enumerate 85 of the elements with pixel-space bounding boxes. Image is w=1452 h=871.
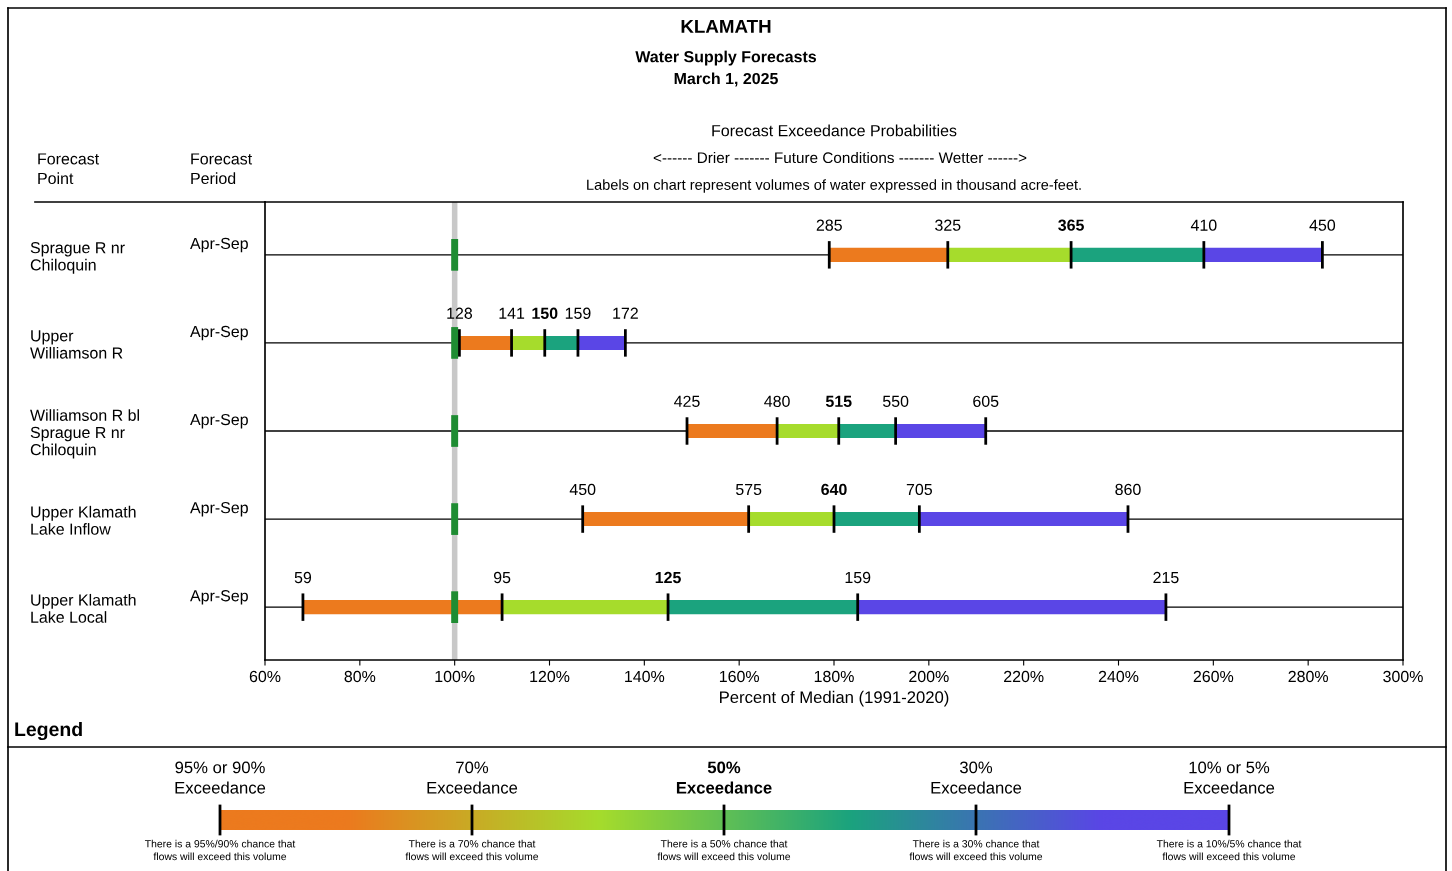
text: Apr-Sep [190,237,248,253]
annotation: 215 [1153,571,1179,584]
x-tick-label: 180% [814,670,854,683]
bar [668,600,858,615]
text: There is a 10%/5% chance that flows will exceed this volume [1156,839,1302,861]
annotation: 95 [493,571,511,584]
text: 95% or 90% Exceedance [175,761,266,794]
x-tick-label: 200% [909,670,949,683]
bar [947,247,1072,262]
bar [687,423,778,439]
annotation: 640 [821,483,847,496]
bar [511,335,545,350]
x-axis-title: Percent of Median (1991-2020) [720,690,949,707]
x-tick-label: 60% [249,670,281,683]
annotation: 860 [1115,483,1141,496]
bar [857,600,1166,615]
annotation: 550 [882,395,909,408]
text: 70% Exceedance [427,761,518,794]
text: Apr-Sep [190,590,248,605]
annotation: 172 [613,307,638,319]
bar [582,512,749,527]
annotation: 159 [845,571,871,584]
annotation: 605 [973,395,999,408]
bar [502,600,669,615]
annotation: 325 [935,219,961,231]
annotation: 705 [906,483,933,496]
text: There is a 30% chance that flows will exceed this volume [909,839,1043,861]
bar [1203,247,1323,262]
text: Forecast Exceedance Probabilities [712,124,957,137]
annotation: 141 [499,307,525,319]
annotation: 515 [825,395,852,408]
y-tick-label: Upper Williamson R [30,330,123,359]
annotation: 575 [735,483,762,496]
x-tick-label: 300% [1383,670,1423,683]
annotation: 410 [1190,219,1217,231]
y-tick-label: Sprague R nr Chiloquin [30,242,125,274]
bar [544,335,578,350]
text: Legend [15,721,82,741]
x-tick-label: 120% [530,670,570,683]
x-tick-label: 220% [1004,670,1044,683]
annotation: 150 [532,307,558,319]
bar [777,423,839,439]
text: Apr-Sep [190,502,248,517]
text: 30% Exceedance [931,761,1022,794]
bar [838,423,896,439]
x-tick-label: 80% [344,670,376,683]
y-tick-label: Upper Klamath Lake Local [31,593,136,623]
text: Labels on chart represent volumes of water expressed in thousand acre-feet. [587,179,1081,193]
text: Forecast Period [191,153,253,185]
annotation: 450 [1309,219,1336,231]
x-tick-label: 140% [625,670,665,683]
annotation: 125 [655,571,681,584]
x-tick-label: 160% [719,670,760,683]
x-tick-label: 280% [1288,670,1329,683]
annotation: 450 [569,483,596,496]
text: There is a 95%/90% chance that flows will exceed this volume [144,839,296,861]
text: <------ Drier ------- Future Conditions ------- Wetter ------> [653,151,1027,164]
bar [834,512,920,527]
bar [829,247,948,262]
text: 10% or 5% Exceedance [1184,761,1275,794]
x-tick-label: 100% [435,670,475,683]
text: Apr-Sep [190,413,248,429]
y-tick-label: Williamson R bl Sprague R nr Chiloquin [30,409,139,459]
annotation: 425 [674,395,700,408]
x-tick-label: 240% [1098,670,1139,683]
annotation: 59 [294,571,312,584]
text: 50% Exceedance [676,761,772,794]
annotation: 480 [764,395,790,408]
chart-title: KLAMATH [681,19,771,33]
text: There is a 50% chance that flows will exceed this volume [657,839,791,861]
annotation: 285 [816,219,842,231]
chart-subtitle: Water Supply Forecasts March 1, 2025 [635,50,817,87]
annotation: 159 [565,307,591,319]
annotation: 128 [447,307,473,319]
text: Apr-Sep [190,325,248,341]
text: Forecast Point [38,153,100,185]
bar [895,423,986,439]
bar [1071,247,1204,262]
text: There is a 70% chance that flows will exceed this volume [405,839,539,861]
bar [748,512,834,527]
bar [919,512,1128,527]
bar [577,335,626,350]
x-tick-label: 260% [1193,670,1234,683]
y-tick-label: Upper Klamath Lake Inflow [31,505,136,535]
annotation: 365 [1058,219,1084,231]
